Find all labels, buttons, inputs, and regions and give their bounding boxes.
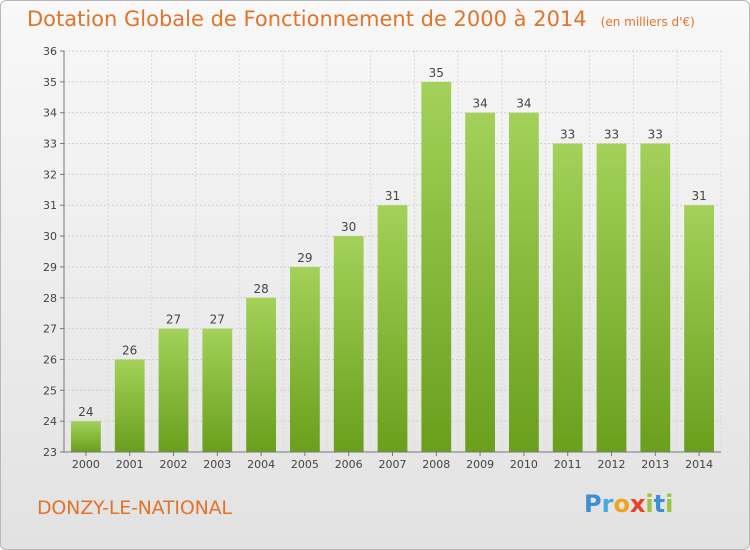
logo-letter: o xyxy=(613,490,630,518)
bar-2011 xyxy=(552,143,583,453)
x-tick-label: 2014 xyxy=(685,458,713,471)
bar-value-label: 33 xyxy=(604,128,619,142)
y-tick-label: 27 xyxy=(43,323,57,336)
x-tick-label: 2000 xyxy=(72,458,100,471)
x-tick-label: 2008 xyxy=(422,458,450,471)
x-tick-label: 2005 xyxy=(291,458,319,471)
y-tick-label: 24 xyxy=(43,415,57,428)
x-tick-label: 2004 xyxy=(247,458,275,471)
x-tick-label: 2001 xyxy=(116,458,144,471)
x-tick-label: 2011 xyxy=(554,458,582,471)
y-axis: 23 24 25 26 27 28 29 30 31 32 33 34 35 36 xyxy=(43,45,65,459)
y-tick-label: 33 xyxy=(43,138,57,151)
logo-letter: x xyxy=(629,490,646,518)
x-axis: 2000 2001 2002 2003 2004 2005 2006 2007 2008 2009… xyxy=(64,451,721,471)
logo-letter: r xyxy=(601,490,614,518)
chart-title: Dotation Globale de Fonctionnement de 20… xyxy=(27,7,695,31)
logo-letter: P xyxy=(584,490,602,518)
y-tick-label: 28 xyxy=(43,292,57,305)
logo-letter: t xyxy=(653,490,666,518)
bar-2013 xyxy=(640,143,671,453)
y-tick-label: 35 xyxy=(43,76,57,89)
bar-2006 xyxy=(333,236,364,452)
x-tick-label: 2013 xyxy=(641,458,669,471)
bar-value-label: 27 xyxy=(210,313,225,327)
logo-letter: i xyxy=(665,490,674,518)
bar-value-label: 31 xyxy=(385,189,400,203)
bar-value-label: 30 xyxy=(341,220,356,234)
y-tick-label: 26 xyxy=(43,353,57,366)
y-tick-label: 32 xyxy=(43,168,57,181)
bar-value-label: 31 xyxy=(691,189,706,203)
y-tick-label: 36 xyxy=(43,45,57,58)
bar-2000 xyxy=(71,421,101,452)
logo-letter: i xyxy=(645,490,654,518)
bar-2004 xyxy=(246,297,276,452)
bars: 24 26 27 27 28 29 30 31 35 34 34 33 33 33 31 xyxy=(71,66,714,453)
bar-2005 xyxy=(290,266,320,452)
bar-value-label: 26 xyxy=(122,343,137,357)
bar-2014 xyxy=(684,205,714,452)
x-tick-label: 2009 xyxy=(466,458,494,471)
bar-value-label: 24 xyxy=(78,405,93,419)
bar-2003 xyxy=(202,328,233,452)
bar-value-label: 33 xyxy=(648,128,663,142)
y-tick-label: 29 xyxy=(43,261,57,274)
y-tick-label: 31 xyxy=(43,199,57,212)
bar-2009 xyxy=(465,112,495,452)
bar-2008 xyxy=(421,81,452,452)
bar-value-label: 28 xyxy=(253,282,268,296)
bar-value-label: 27 xyxy=(166,313,181,327)
proxiti-logo: Proxiti xyxy=(584,490,673,518)
y-tick-label: 23 xyxy=(43,446,57,459)
chart-unit: (en milliers d'€) xyxy=(600,15,695,29)
bar-2007 xyxy=(377,205,408,452)
x-tick-label: 2003 xyxy=(203,458,231,471)
x-tick-label: 2012 xyxy=(598,458,626,471)
y-tick-label: 34 xyxy=(43,107,57,120)
chart-title-text: Dotation Globale de Fonctionnement de 20… xyxy=(27,7,587,31)
bar-value-label: 34 xyxy=(472,97,487,111)
y-tick-label: 30 xyxy=(43,230,57,243)
x-tick-label: 2007 xyxy=(379,458,407,471)
bar-2012 xyxy=(596,143,627,453)
bar-2001 xyxy=(114,359,145,452)
x-tick-label: 2002 xyxy=(160,458,188,471)
y-tick-label: 25 xyxy=(43,384,57,397)
x-tick-label: 2010 xyxy=(510,458,538,471)
bar-value-label: 35 xyxy=(429,66,444,80)
bar-value-label: 29 xyxy=(297,251,312,265)
bar-2002 xyxy=(158,328,189,452)
bar-value-label: 33 xyxy=(560,128,575,142)
bar-value-label: 34 xyxy=(516,97,531,111)
x-tick-label: 2006 xyxy=(335,458,363,471)
commune-name: DONZY-LE-NATIONAL xyxy=(37,497,232,519)
bar-2010 xyxy=(509,112,539,452)
